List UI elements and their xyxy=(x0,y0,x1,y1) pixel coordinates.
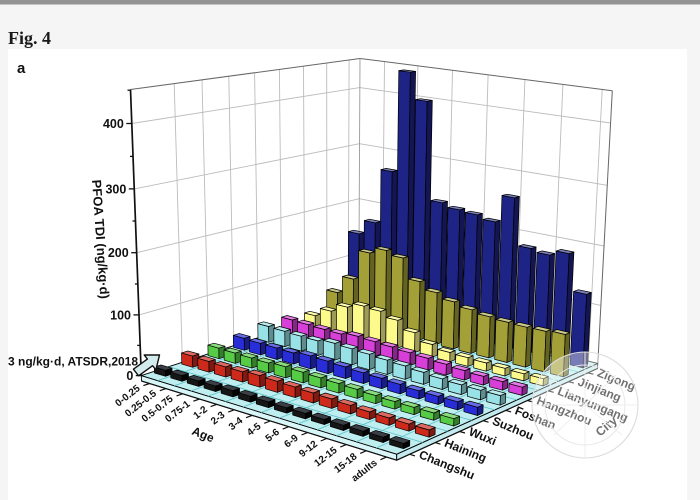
svg-text:100: 100 xyxy=(110,308,131,322)
svg-text:400: 400 xyxy=(103,117,124,131)
svg-text:Fig. 4: Fig. 4 xyxy=(8,28,51,48)
svg-text:0: 0 xyxy=(126,369,133,383)
svg-text:200: 200 xyxy=(108,246,129,260)
svg-text:300: 300 xyxy=(105,182,126,196)
svg-text:3 ng/kg·d, ATSDR,2018: 3 ng/kg·d, ATSDR,2018 xyxy=(8,355,138,369)
svg-text:a: a xyxy=(17,60,26,77)
